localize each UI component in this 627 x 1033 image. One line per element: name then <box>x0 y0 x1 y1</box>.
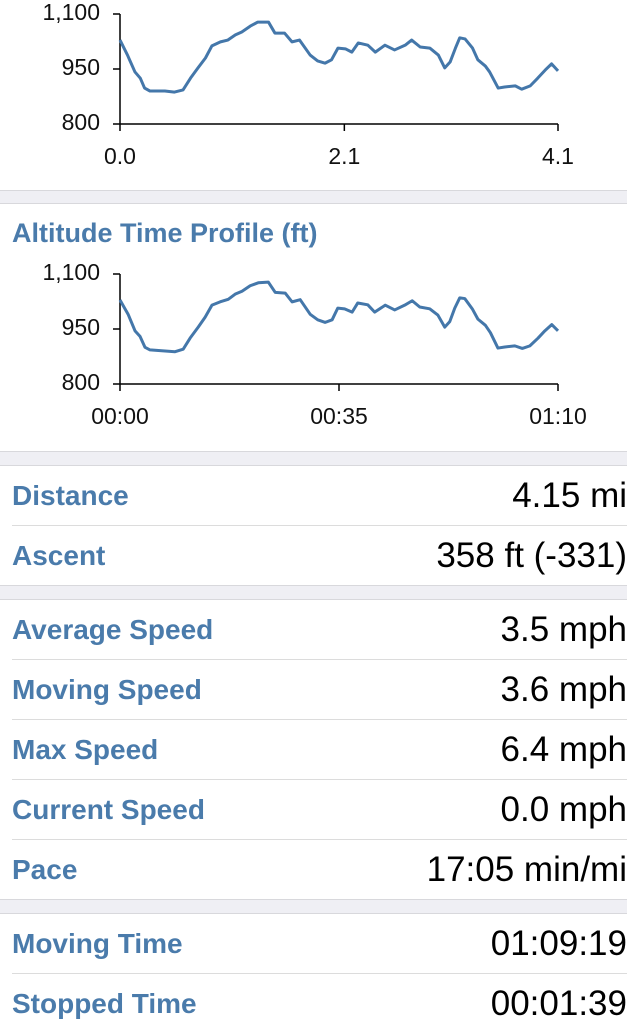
stat-row: Current Speed 0.0 mph <box>12 780 627 840</box>
stat-value: 3.6 mph <box>500 670 627 709</box>
distance-chart: 800 950 1,100 0.0 2.1 4.1 <box>42 0 574 169</box>
altitude-line <box>118 280 560 354</box>
y-tick-label: 800 <box>62 109 100 135</box>
stat-value: 3.5 mph <box>500 610 627 649</box>
stat-row: Stopped Time 00:01:39 <box>12 974 627 1033</box>
x-tick-label: 4.1 <box>542 143 574 169</box>
stat-value: 6.4 mph <box>500 730 627 769</box>
x-tick-label: 00:35 <box>310 403 368 429</box>
stat-label: Max Speed <box>12 734 159 765</box>
stats-section: Moving Time 01:09:19 Stopped Time 00:01:39 <box>0 914 627 1033</box>
stats-section: Average Speed 3.5 mph Moving Speed 3.6 mph M… <box>0 600 627 899</box>
stat-row: Ascent 358 ft (-331) <box>12 526 627 585</box>
stat-label: Average Speed <box>12 614 214 645</box>
stat-label: Moving Time <box>12 928 183 959</box>
stat-value: 0.0 mph <box>500 790 627 829</box>
x-tick-label: 2.1 <box>328 143 360 169</box>
stat-value: 00:01:39 <box>490 984 627 1023</box>
stat-value: 01:09:19 <box>490 924 627 963</box>
time-chart: Altitude Time Profile (ft) 800 950 1,100 00… <box>12 218 587 429</box>
x-tick-label: 00:00 <box>91 403 149 429</box>
stats-section: Distance 4.15 mi Ascent 358 ft (-331) <box>0 466 627 585</box>
stat-row: Average Speed 3.5 mph <box>12 600 627 660</box>
separator <box>0 899 627 914</box>
y-tick-label: 950 <box>62 314 100 340</box>
stat-row: Max Speed 6.4 mph <box>12 720 627 780</box>
stat-label: Distance <box>12 480 129 511</box>
stat-value: 17:05 min/mi <box>426 850 627 889</box>
stat-label: Ascent <box>12 540 106 571</box>
stat-label: Stopped Time <box>12 988 197 1019</box>
stat-row: Distance 4.15 mi <box>12 466 627 526</box>
y-tick-label: 950 <box>62 54 100 80</box>
chart-title: Altitude Time Profile (ft) <box>12 218 318 248</box>
stat-value: 4.15 mi <box>512 476 627 515</box>
y-tick-label: 800 <box>62 369 100 395</box>
stat-row: Pace 17:05 min/mi <box>12 840 627 899</box>
separator <box>0 190 627 204</box>
stat-label: Pace <box>12 854 78 885</box>
x-tick-label: 01:10 <box>529 403 587 429</box>
y-tick-label: 1,100 <box>42 259 100 285</box>
y-tick-label: 1,100 <box>42 0 100 25</box>
stat-value: 358 ft (-331) <box>436 536 627 575</box>
stat-row: Moving Speed 3.6 mph <box>12 660 627 720</box>
altitude-line <box>118 20 560 94</box>
stat-label: Moving Speed <box>12 674 202 705</box>
separator <box>0 585 627 600</box>
stats-list: Distance 4.15 mi Ascent 358 ft (-331) Averag… <box>0 451 627 1033</box>
stat-row: Moving Time 01:09:19 <box>12 914 627 974</box>
x-tick-label: 0.0 <box>104 143 136 169</box>
stat-label: Current Speed <box>12 794 205 825</box>
separator <box>0 451 627 466</box>
